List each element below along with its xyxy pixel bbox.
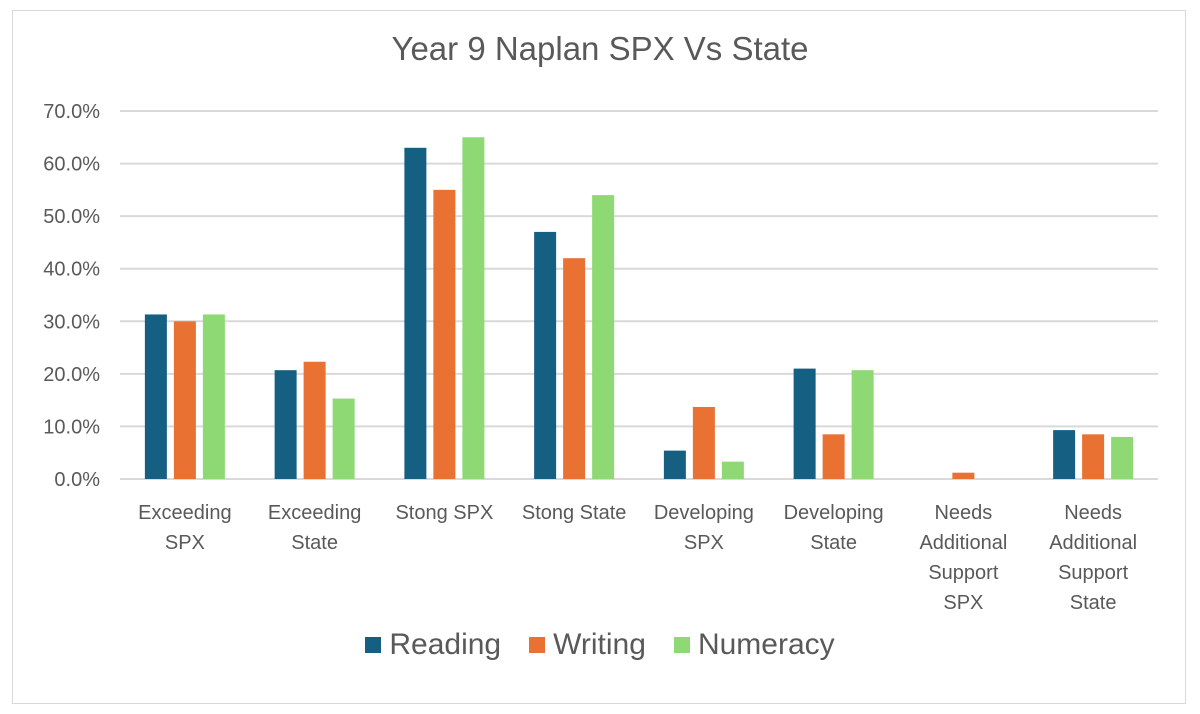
bar-writing <box>563 258 586 479</box>
bar-numeracy <box>1111 436 1134 479</box>
x-category-label: Stong State <box>522 502 627 524</box>
legend: Reading Writing Numeracy <box>0 628 1200 662</box>
bar-numeracy <box>851 370 874 479</box>
x-category-label: Exceeding State <box>268 502 361 554</box>
bar-numeracy <box>202 314 225 479</box>
x-category-label: Developing State <box>784 502 884 554</box>
legend-item-writing: Writing <box>529 628 646 662</box>
bar-reading <box>793 368 816 479</box>
y-tick-label: 30.0% <box>43 311 100 333</box>
bar-writing <box>173 321 196 479</box>
x-category-label: Exceeding SPX <box>138 502 231 554</box>
legend-item-numeracy: Numeracy <box>673 628 835 662</box>
x-category-label: Needs Additional Support State <box>1049 502 1137 614</box>
legend-label-reading: Reading <box>389 628 502 661</box>
bar-reading <box>404 147 427 480</box>
x-category-label: Stong SPX <box>395 502 493 524</box>
bar-numeracy <box>721 461 744 479</box>
bar-numeracy <box>332 398 355 479</box>
bar-reading <box>144 314 167 479</box>
legend-swatch-writing <box>529 637 546 653</box>
y-tick-label: 10.0% <box>43 416 100 438</box>
bar-reading <box>663 450 686 479</box>
legend-swatch-reading <box>365 637 382 653</box>
bar-writing <box>433 189 456 479</box>
legend-item-reading: Reading <box>365 628 501 662</box>
bar-writing <box>692 406 715 479</box>
y-tick-label: 50.0% <box>43 206 100 228</box>
legend-label-writing: Writing <box>553 628 646 661</box>
chart-title: Year 9 Naplan SPX Vs State <box>391 30 809 67</box>
bar-reading <box>274 370 297 479</box>
legend-label-numeracy: Numeracy <box>697 628 835 661</box>
bar-reading <box>1053 430 1076 479</box>
bar-writing <box>303 361 326 479</box>
bar-reading <box>534 231 557 479</box>
x-category-label: Developing SPX <box>654 502 754 554</box>
bar-writing <box>1082 434 1105 479</box>
y-tick-label: 70.0% <box>43 101 100 123</box>
bar-numeracy <box>592 195 615 479</box>
bar-writing <box>822 434 845 479</box>
legend-swatch-numeracy <box>673 637 690 653</box>
y-tick-label: 60.0% <box>43 154 100 176</box>
bar-writing <box>952 472 975 479</box>
y-tick-label: 40.0% <box>43 259 100 281</box>
y-tick-label: 20.0% <box>43 364 100 386</box>
bar-numeracy <box>462 137 485 480</box>
x-category-label: Needs Additional Support SPX <box>919 502 1007 614</box>
y-tick-label: 0.0% <box>54 469 100 491</box>
